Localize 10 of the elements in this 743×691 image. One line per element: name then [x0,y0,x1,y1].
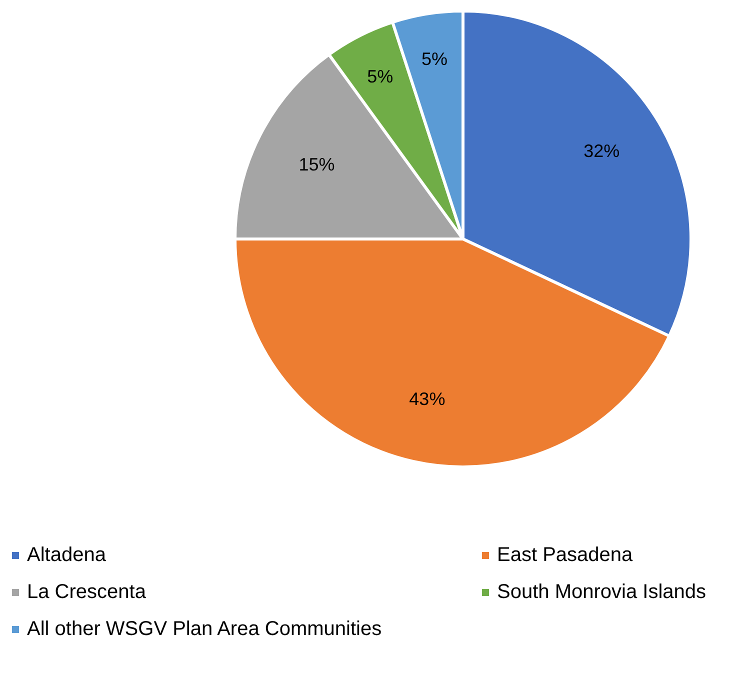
legend-label: Altadena [27,544,106,567]
data-label: 5% [367,66,394,86]
data-label: 32% [584,141,620,162]
legend-label: South Monrovia Islands [497,581,706,604]
legend-label: La Crescenta [27,581,146,604]
data-label: 43% [409,389,446,410]
data-label: 5% [421,48,448,69]
legend-label: All other WSGV Plan Area Communities [27,618,382,641]
legend-label: East Pasadena [497,544,633,567]
data-label: 15% [298,154,335,174]
